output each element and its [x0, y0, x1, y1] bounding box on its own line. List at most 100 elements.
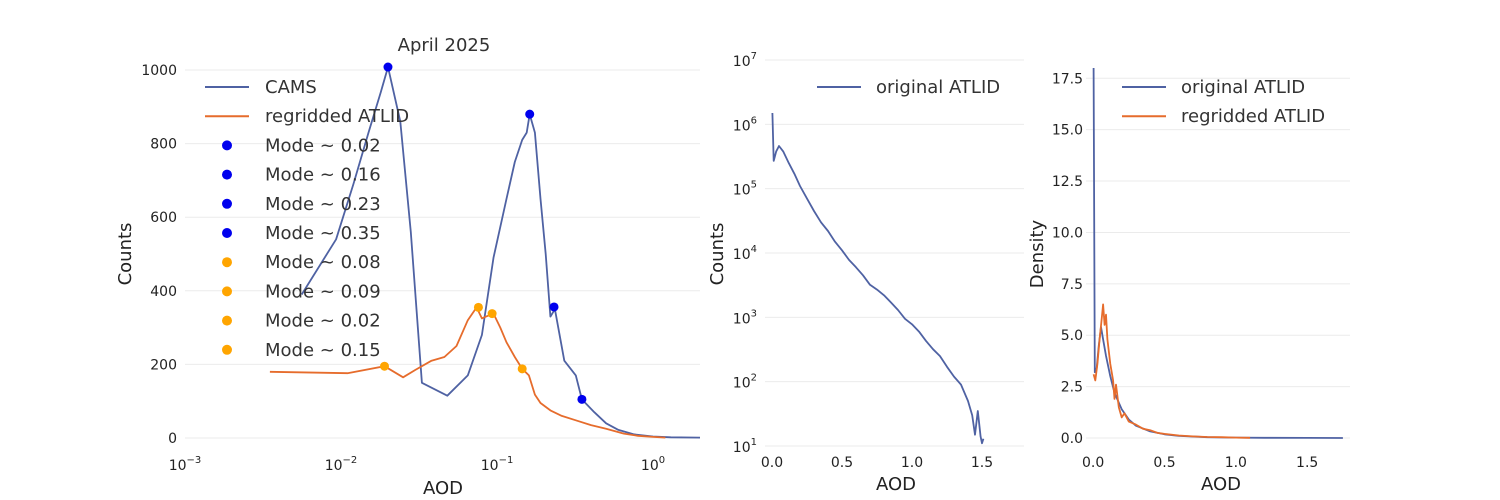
panel-3: 0.0 2.5 5.0 7.5 10.0 12.5 15.0 17.5 0.0 0.5 1.0 1.5…: [1027, 67, 1350, 495]
x-tick-label: 0.5: [1153, 455, 1175, 471]
tick-base: 10: [325, 458, 343, 474]
mode-marker: [380, 361, 390, 371]
legend-label: Mode ~ 0.15: [265, 340, 381, 361]
legend: original ATLID regridded ATLID: [1122, 77, 1325, 127]
y-tick-label: 5.0: [1061, 328, 1083, 344]
tick-base: 10: [733, 54, 751, 70]
legend: original ATLID: [817, 77, 1000, 98]
y-axis-label: Counts: [115, 223, 136, 286]
legend-label: CAMS: [265, 77, 317, 98]
legend-marker: [222, 344, 232, 355]
legend-label: Mode ~ 0.08: [265, 252, 381, 273]
legend-label: original ATLID: [1181, 77, 1305, 98]
x-axis-label: AOD: [1201, 474, 1241, 495]
mode-marker: [549, 302, 559, 312]
tick-base: 10: [169, 458, 187, 474]
y-tick-label: 107: [733, 51, 757, 70]
y-tick-label: 1000: [141, 63, 177, 79]
legend-marker: [222, 286, 232, 297]
y-tick-label: 10.0: [1052, 225, 1083, 241]
tick-exponent: 4: [751, 244, 757, 255]
tick-base: 10: [641, 458, 659, 474]
x-tick-label: 0.5: [831, 455, 853, 471]
y-tick-label: 800: [150, 137, 177, 153]
tick-base: 10: [733, 118, 751, 134]
y-axis-label: Counts: [707, 223, 728, 286]
legend-marker: [222, 198, 232, 209]
y-tick-label: 400: [150, 284, 177, 300]
tick-exponent: 3: [751, 308, 757, 319]
tick-exponent: −2: [343, 455, 358, 466]
tick-base: 10: [733, 376, 751, 392]
y-tick-label: 102: [733, 373, 757, 392]
legend-label: Mode ~ 0.02: [265, 311, 381, 332]
y-tick-label: 104: [733, 244, 757, 263]
legend-label: Mode ~ 0.02: [265, 135, 381, 156]
mode-marker: [487, 309, 497, 319]
y-tick-label: 15.0: [1052, 123, 1083, 139]
x-tick-label: 1.0: [901, 455, 923, 471]
mode-marker: [473, 302, 483, 312]
legend-label: Mode ~ 0.35: [265, 223, 381, 244]
legend-label: original ATLID: [876, 77, 1000, 98]
y-axis-label: Density: [1027, 219, 1048, 288]
mode-marker: [383, 62, 393, 72]
y-tick-label: 103: [733, 308, 757, 327]
x-axis-label: AOD: [423, 478, 463, 499]
legend-label: Mode ~ 0.09: [265, 281, 381, 302]
legend: CAMS regridded ATLID Mode ~ 0.02 Mode ~ 0.1…: [205, 77, 409, 361]
tick-base: 10: [733, 247, 751, 263]
y-tick-label: 101: [733, 437, 757, 456]
x-tick-label: 0.0: [1082, 455, 1104, 471]
tick-exponent: 0: [659, 455, 665, 466]
tick-exponent: 2: [751, 373, 757, 384]
y-tick-label: 0: [168, 431, 177, 447]
tick-exponent: −1: [499, 455, 514, 466]
legend-marker: [222, 169, 232, 180]
tick-exponent: 6: [751, 115, 757, 126]
legend-marker: [222, 315, 232, 326]
x-tick-label: 0.0: [761, 455, 783, 471]
mode-marker: [517, 364, 527, 374]
mode-marker: [525, 109, 535, 119]
tick-base: 10: [481, 458, 499, 474]
y-tick-label: 0.0: [1061, 431, 1083, 447]
y-tick-label: 7.5: [1061, 277, 1083, 293]
x-tick-label: 1.5: [1296, 455, 1318, 471]
x-tick-label: 10−1: [481, 455, 514, 474]
y-tick-label: 200: [150, 357, 177, 373]
tick-exponent: −3: [187, 455, 202, 466]
x-tick-label: 1.0: [1225, 455, 1247, 471]
legend-marker: [222, 257, 232, 268]
tick-exponent: 7: [751, 51, 757, 62]
legend-label: Mode ~ 0.16: [265, 165, 381, 186]
y-tick-label: 600: [150, 210, 177, 226]
y-tick-label: 106: [733, 115, 757, 134]
legend-label: Mode ~ 0.23: [265, 194, 381, 215]
legend-marker: [222, 228, 232, 238]
tick-base: 10: [733, 311, 751, 327]
x-tick-label: 100: [641, 455, 665, 474]
y-tick-label: 12.5: [1052, 174, 1083, 190]
tick-base: 10: [733, 440, 751, 456]
x-axis-label: AOD: [876, 474, 916, 495]
legend-label: regridded ATLID: [265, 106, 409, 127]
tick-exponent: 5: [751, 180, 757, 191]
tick-exponent: 1: [751, 437, 757, 448]
tick-base: 10: [733, 183, 751, 199]
y-tick-label: 17.5: [1052, 71, 1083, 87]
legend-marker: [222, 140, 232, 151]
mode-marker: [577, 394, 587, 404]
x-tick-label: 1.5: [971, 455, 993, 471]
x-tick-label: 10−2: [325, 455, 358, 474]
series-line-2: [1092, 303, 1251, 439]
y-tick-label: 2.5: [1061, 380, 1083, 396]
chart-title: April 2025: [398, 35, 491, 56]
x-tick-label: 10−3: [169, 455, 202, 474]
y-tick-label: 105: [733, 180, 757, 199]
legend-label: regridded ATLID: [1181, 106, 1325, 127]
series-line-1: [300, 66, 701, 439]
